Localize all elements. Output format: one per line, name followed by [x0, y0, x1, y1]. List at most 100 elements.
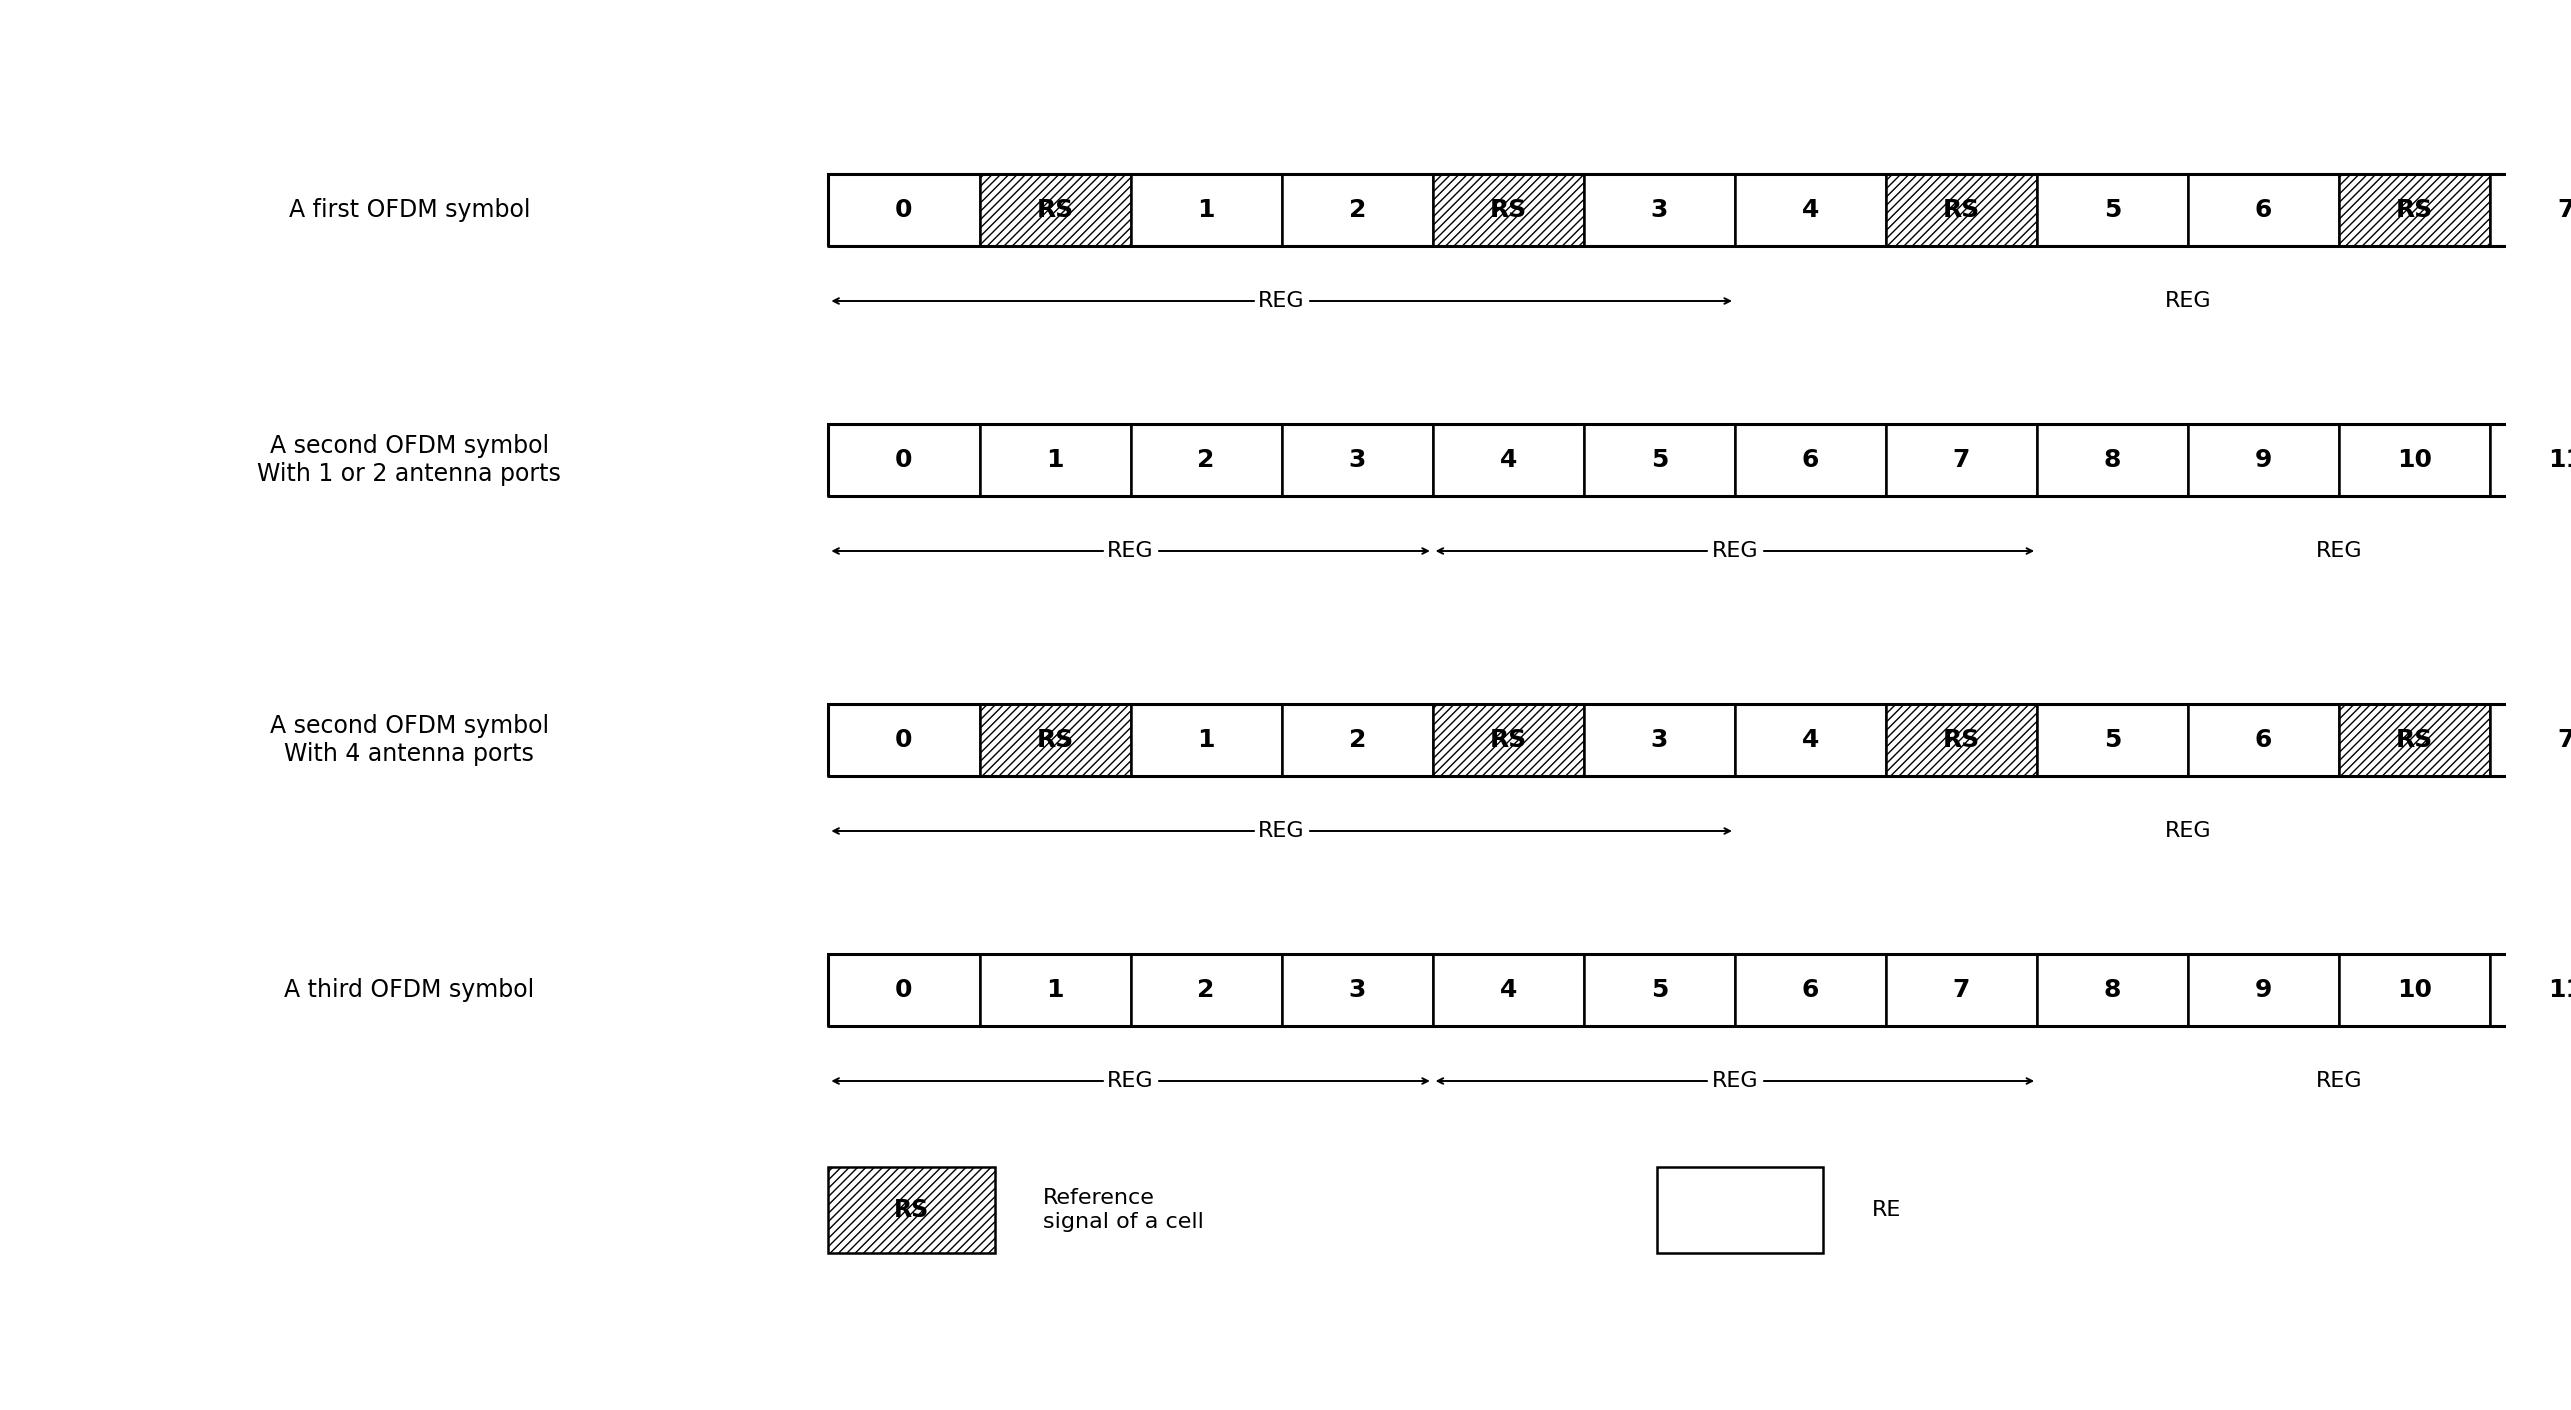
Bar	[1283, 424, 1432, 496]
Bar	[1283, 704, 1432, 776]
Text: 5: 5	[2103, 728, 2121, 752]
Bar	[828, 173, 2571, 245]
Bar	[2036, 424, 2188, 496]
Text: A second OFDM symbol
With 1 or 2 antenna ports: A second OFDM symbol With 1 or 2 antenna…	[257, 434, 560, 486]
Bar	[1656, 1167, 1823, 1253]
Bar	[1735, 955, 1887, 1026]
Text: 7: 7	[2558, 728, 2571, 752]
Bar	[2188, 704, 2340, 776]
Text: 5: 5	[1651, 448, 1669, 472]
Text: REG: REG	[1712, 541, 1759, 561]
Bar	[828, 955, 980, 1026]
Text: REG: REG	[2316, 1072, 2363, 1091]
Text: RS: RS	[1489, 728, 1527, 752]
Bar	[2340, 955, 2491, 1026]
Bar	[980, 424, 1131, 496]
Bar	[1584, 424, 1735, 496]
Bar	[1432, 704, 1584, 776]
Bar	[980, 704, 1131, 776]
Bar	[1131, 704, 1283, 776]
Bar	[828, 424, 980, 496]
Text: RS: RS	[1944, 197, 1980, 221]
Bar	[1735, 173, 1887, 245]
Text: 1: 1	[1046, 979, 1064, 1003]
Text: 6: 6	[2255, 197, 2273, 221]
Bar	[1584, 704, 1735, 776]
Text: 0: 0	[895, 728, 913, 752]
Text: 0: 0	[895, 979, 913, 1003]
Bar	[1432, 424, 1584, 496]
Text: REG: REG	[1712, 1072, 1759, 1091]
Text: 2: 2	[1350, 728, 1365, 752]
Bar	[2491, 955, 2571, 1026]
Text: 11: 11	[2548, 448, 2571, 472]
Text: RS: RS	[1489, 197, 1527, 221]
Bar	[1735, 704, 1887, 776]
Bar	[2340, 173, 2491, 245]
Text: RS: RS	[1036, 197, 1075, 221]
Text: 6: 6	[1802, 448, 1820, 472]
Text: 9: 9	[2255, 979, 2273, 1003]
Text: 6: 6	[2255, 728, 2273, 752]
Bar	[1432, 173, 1584, 245]
Text: REG: REG	[1108, 1072, 1154, 1091]
Text: RS: RS	[1036, 728, 1075, 752]
Bar	[828, 704, 980, 776]
Text: 0: 0	[895, 197, 913, 221]
Text: REG: REG	[1108, 541, 1154, 561]
Bar	[1887, 424, 2036, 496]
Text: 4: 4	[1499, 448, 1517, 472]
Text: 3: 3	[1651, 728, 1669, 752]
Text: 4: 4	[1802, 197, 1820, 221]
Text: REG: REG	[2165, 290, 2211, 312]
Bar	[2188, 424, 2340, 496]
Text: A third OFDM symbol: A third OFDM symbol	[285, 979, 535, 1003]
Text: 0: 0	[895, 448, 913, 472]
Text: 9: 9	[2255, 448, 2273, 472]
Text: REG: REG	[2165, 821, 2211, 840]
Text: 2: 2	[1350, 197, 1365, 221]
Text: 5: 5	[2103, 197, 2121, 221]
Bar	[980, 955, 1131, 1026]
Bar	[2340, 704, 2491, 776]
Text: REG: REG	[1257, 821, 1306, 840]
Text: 1: 1	[1046, 448, 1064, 472]
Bar	[1584, 173, 1735, 245]
Bar	[1887, 173, 2036, 245]
Text: RS: RS	[895, 1198, 928, 1222]
Text: A second OFDM symbol
With 4 antenna ports: A second OFDM symbol With 4 antenna port…	[270, 713, 550, 766]
Bar	[2188, 173, 2340, 245]
Text: 11: 11	[2548, 979, 2571, 1003]
Bar	[1131, 424, 1283, 496]
Text: RS: RS	[2396, 197, 2432, 221]
Bar	[2188, 955, 2340, 1026]
Text: RS: RS	[2396, 728, 2432, 752]
Bar	[2491, 704, 2571, 776]
Text: 3: 3	[1350, 448, 1365, 472]
Bar	[828, 955, 2571, 1026]
Text: Reference
signal of a cell: Reference signal of a cell	[1044, 1189, 1203, 1231]
Text: REG: REG	[1257, 290, 1306, 312]
Text: REG: REG	[2316, 541, 2363, 561]
Text: 10: 10	[2396, 448, 2432, 472]
Bar	[2491, 173, 2571, 245]
Text: 4: 4	[1499, 979, 1517, 1003]
Text: RE: RE	[1872, 1200, 1900, 1220]
Text: RS: RS	[1944, 728, 1980, 752]
Bar	[828, 1167, 995, 1253]
Bar	[828, 424, 2571, 496]
Bar	[1887, 704, 2036, 776]
Text: 3: 3	[1651, 197, 1669, 221]
Bar	[980, 173, 1131, 245]
Bar	[2340, 424, 2491, 496]
Text: 10: 10	[2396, 979, 2432, 1003]
Text: 6: 6	[1802, 979, 1820, 1003]
Bar	[2036, 955, 2188, 1026]
Text: A first OFDM symbol: A first OFDM symbol	[288, 197, 530, 221]
Text: 7: 7	[2558, 197, 2571, 221]
Bar	[1131, 955, 1283, 1026]
Bar	[2036, 704, 2188, 776]
Bar	[1432, 955, 1584, 1026]
Text: 3: 3	[1350, 979, 1365, 1003]
Bar	[1735, 424, 1887, 496]
